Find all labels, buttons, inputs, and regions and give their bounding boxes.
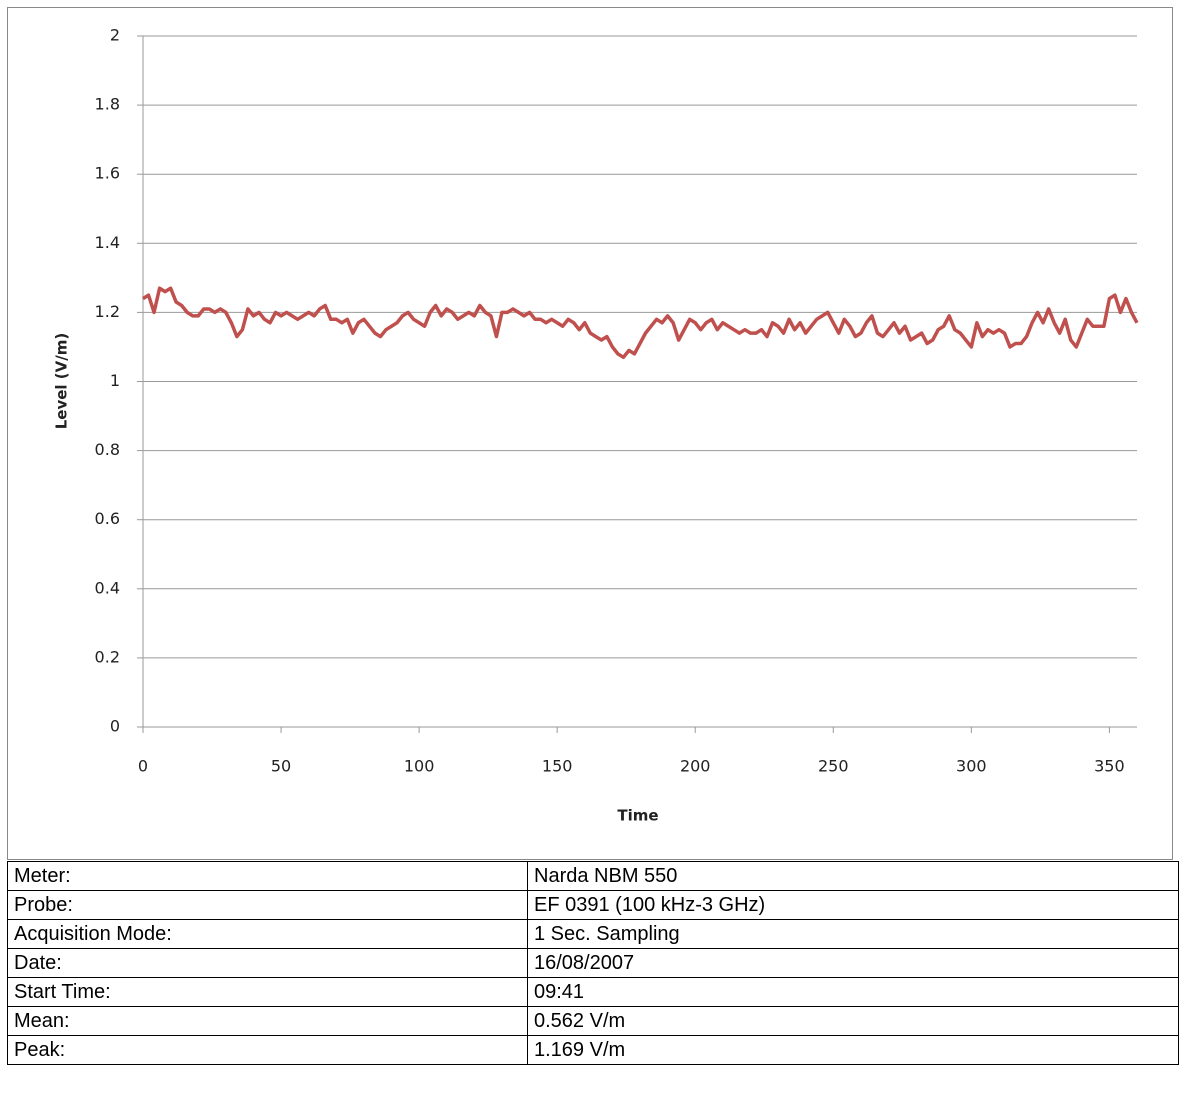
- y-tick-label: 1.8: [95, 95, 120, 114]
- y-tick-label: 1.2: [95, 302, 120, 321]
- y-tick-label: 0: [110, 717, 120, 736]
- x-tick-label: 150: [542, 757, 573, 776]
- table-row: Start Time: 09:41: [7, 977, 1179, 1007]
- table-row: Probe: EF 0391 (100 kHz-3 GHz): [7, 890, 1179, 920]
- chart: Level (V/m) Time 0 0.2 0.4 0.6 0.8 1 1.2 1.4 1.6…: [7, 7, 1173, 860]
- table-row: Date: 16/08/2007: [7, 948, 1179, 978]
- x-tick-label: 300: [956, 757, 987, 776]
- info-table: Meter: Narda NBM 550 Probe: EF 0391 (100 kH…: [7, 861, 1179, 1065]
- y-axis-label: Level (V/m): [53, 333, 71, 429]
- x-tick-label: 50: [271, 757, 291, 776]
- row-label: Acquisition Mode:: [7, 919, 528, 949]
- x-tick-label: 250: [818, 757, 849, 776]
- x-axis-label: Time: [617, 807, 658, 825]
- info-table-body: Meter: Narda NBM 550 Probe: EF 0391 (100 kH…: [7, 861, 1179, 1065]
- row-label: Meter:: [7, 861, 528, 891]
- x-tick-label: 200: [680, 757, 711, 776]
- data-line: [142, 286, 1139, 360]
- table-row: Mean: 0.562 V/m: [7, 1006, 1179, 1036]
- row-value: 0.562 V/m: [527, 1006, 1179, 1036]
- row-label: Peak:: [7, 1035, 528, 1065]
- chart-frame: [7, 7, 1173, 860]
- row-value: EF 0391 (100 kHz-3 GHz): [527, 890, 1179, 920]
- row-value: 1.169 V/m: [527, 1035, 1179, 1065]
- x-tick-label: 100: [404, 757, 435, 776]
- y-tick-label: 1: [110, 371, 120, 390]
- row-label: Start Time:: [7, 977, 528, 1007]
- x-tick-label: 350: [1094, 757, 1125, 776]
- y-tick-label: 0.4: [95, 578, 120, 597]
- row-value: 16/08/2007: [527, 948, 1179, 978]
- y-tick-label: 1.4: [95, 233, 120, 252]
- row-label: Mean:: [7, 1006, 528, 1036]
- row-value: Narda NBM 550: [527, 861, 1179, 891]
- y-tick-label: 0.6: [95, 509, 120, 528]
- y-tick-label: 2: [110, 26, 120, 45]
- row-label: Probe:: [7, 890, 528, 920]
- table-row: Acquisition Mode: 1 Sec. Sampling: [7, 919, 1179, 949]
- row-value: 1 Sec. Sampling: [527, 919, 1179, 949]
- table-row: Peak: 1.169 V/m: [7, 1035, 1179, 1065]
- row-value: 09:41: [527, 977, 1179, 1007]
- y-tick-label: 0.2: [95, 647, 120, 666]
- x-tick-label: 0: [138, 757, 148, 776]
- y-tick-label: 1.6: [95, 164, 120, 183]
- y-tick-label: 0.8: [95, 440, 120, 459]
- row-label: Date:: [7, 948, 528, 978]
- table-row: Meter: Narda NBM 550: [7, 861, 1179, 891]
